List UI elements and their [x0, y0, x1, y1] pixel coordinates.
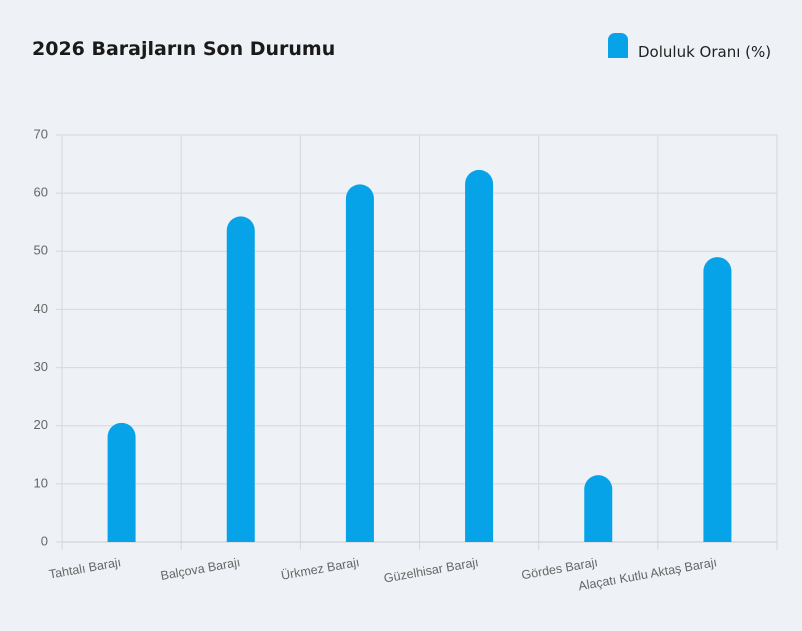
y-tick-label: 40 — [34, 301, 48, 316]
bar — [107, 422, 136, 542]
y-tick-label: 70 — [34, 126, 48, 141]
legend-label: Doluluk Oranı (%) — [638, 43, 771, 61]
bar — [584, 475, 613, 542]
y-tick-label: 50 — [34, 243, 48, 258]
y-tick-label: 20 — [34, 417, 48, 432]
chart-title: 2026 Barajların Son Durumu — [32, 38, 335, 60]
y-tick-label: 0 — [41, 533, 48, 548]
bar — [465, 169, 494, 542]
y-tick-label: 30 — [34, 359, 48, 374]
bar — [703, 257, 732, 542]
bar — [345, 184, 374, 542]
legend-swatch — [608, 33, 628, 58]
y-tick-label: 60 — [34, 185, 48, 200]
y-tick-label: 10 — [34, 475, 48, 490]
bar — [226, 216, 255, 542]
